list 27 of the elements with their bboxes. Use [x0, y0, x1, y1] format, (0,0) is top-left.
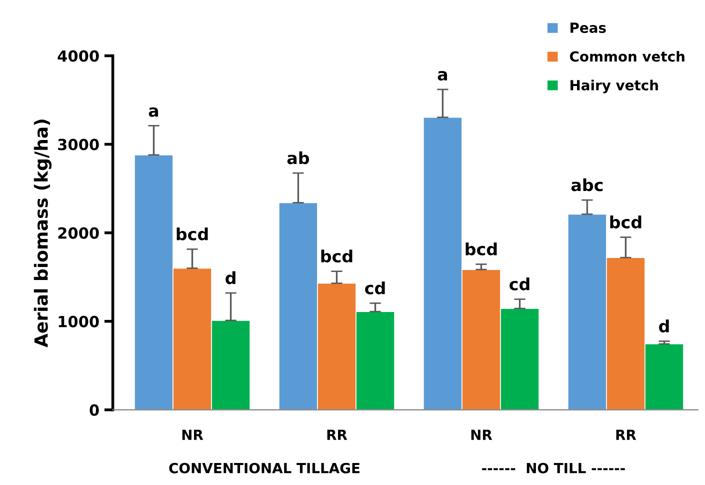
data-label: a	[148, 107, 158, 117]
x-tick-label: NR	[182, 430, 204, 440]
legend-label: Hairy vetch	[570, 80, 658, 94]
data-label: bcd	[610, 216, 642, 228]
x-tick-label: NR	[471, 430, 492, 440]
data-label: cd	[365, 281, 385, 294]
data-label: bcd	[321, 250, 352, 263]
data-label: a	[438, 71, 448, 81]
text: CONVENTIONAL TILLAGE	[169, 462, 360, 474]
data-label: ab	[287, 151, 310, 164]
x-tick-label: RR	[616, 430, 636, 440]
data-label: cd	[510, 278, 530, 290]
legend-label: Common vetch	[570, 50, 684, 62]
data-label: d	[659, 320, 669, 332]
y-tick-label: 3000	[58, 138, 99, 150]
text: ------ NO TILL ------	[482, 462, 625, 474]
data-label: abc	[571, 178, 603, 192]
y-tick-label: 1000	[58, 316, 99, 328]
data-label: bcd	[176, 227, 208, 240]
data-label: d	[226, 271, 236, 284]
y-axis-title: Aerial biomass (kg/ha)	[34, 120, 52, 348]
legend-label: Peas	[570, 22, 606, 33]
y-tick-label: 2000	[58, 227, 99, 239]
data-label: bcd	[466, 242, 497, 256]
y-tick-label: 4000	[58, 50, 99, 62]
y-tick-label: 0	[90, 404, 99, 416]
x-tick-label: RR	[327, 430, 348, 440]
